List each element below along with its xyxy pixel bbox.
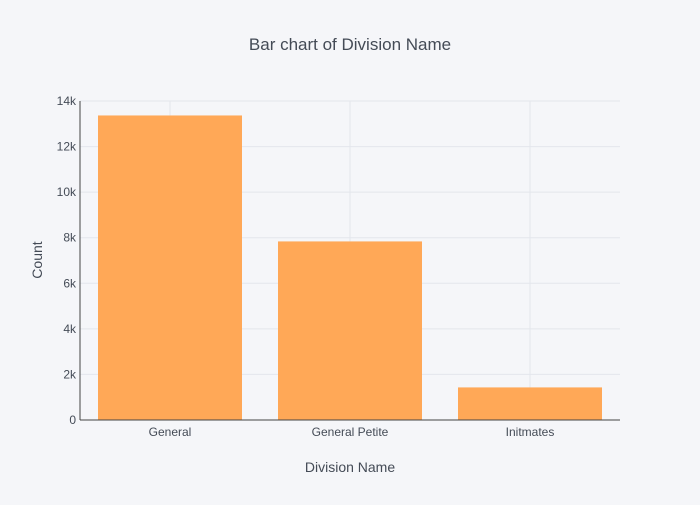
x-axis-title: Division Name bbox=[305, 459, 395, 475]
bars-layer bbox=[98, 115, 602, 420]
x-tick-label: General Petite bbox=[312, 425, 389, 439]
bar-initmates[interactable] bbox=[458, 387, 602, 420]
axis-layer bbox=[79, 101, 620, 421]
y-tick-label: 12k bbox=[57, 140, 77, 154]
y-tick-label: 14k bbox=[57, 94, 77, 108]
y-tick-label: 8k bbox=[63, 231, 77, 245]
chart-title: Bar chart of Division Name bbox=[249, 35, 451, 54]
y-tick-label: 0 bbox=[69, 413, 76, 427]
bar-general[interactable] bbox=[98, 115, 242, 420]
y-tick-label: 2k bbox=[63, 367, 77, 381]
x-tick-label: Initmates bbox=[506, 425, 555, 439]
y-tick-label: 6k bbox=[63, 276, 77, 290]
y-tick-label: 4k bbox=[63, 322, 77, 336]
y-axis-title: Count bbox=[29, 241, 45, 278]
labels-layer: 0 2k 4k 6k 8k 10k 12k 14k General General Petite I… bbox=[57, 94, 555, 439]
bar-general-petite[interactable] bbox=[278, 241, 422, 420]
y-tick-label: 10k bbox=[57, 185, 77, 199]
x-tick-label: General bbox=[149, 425, 192, 439]
